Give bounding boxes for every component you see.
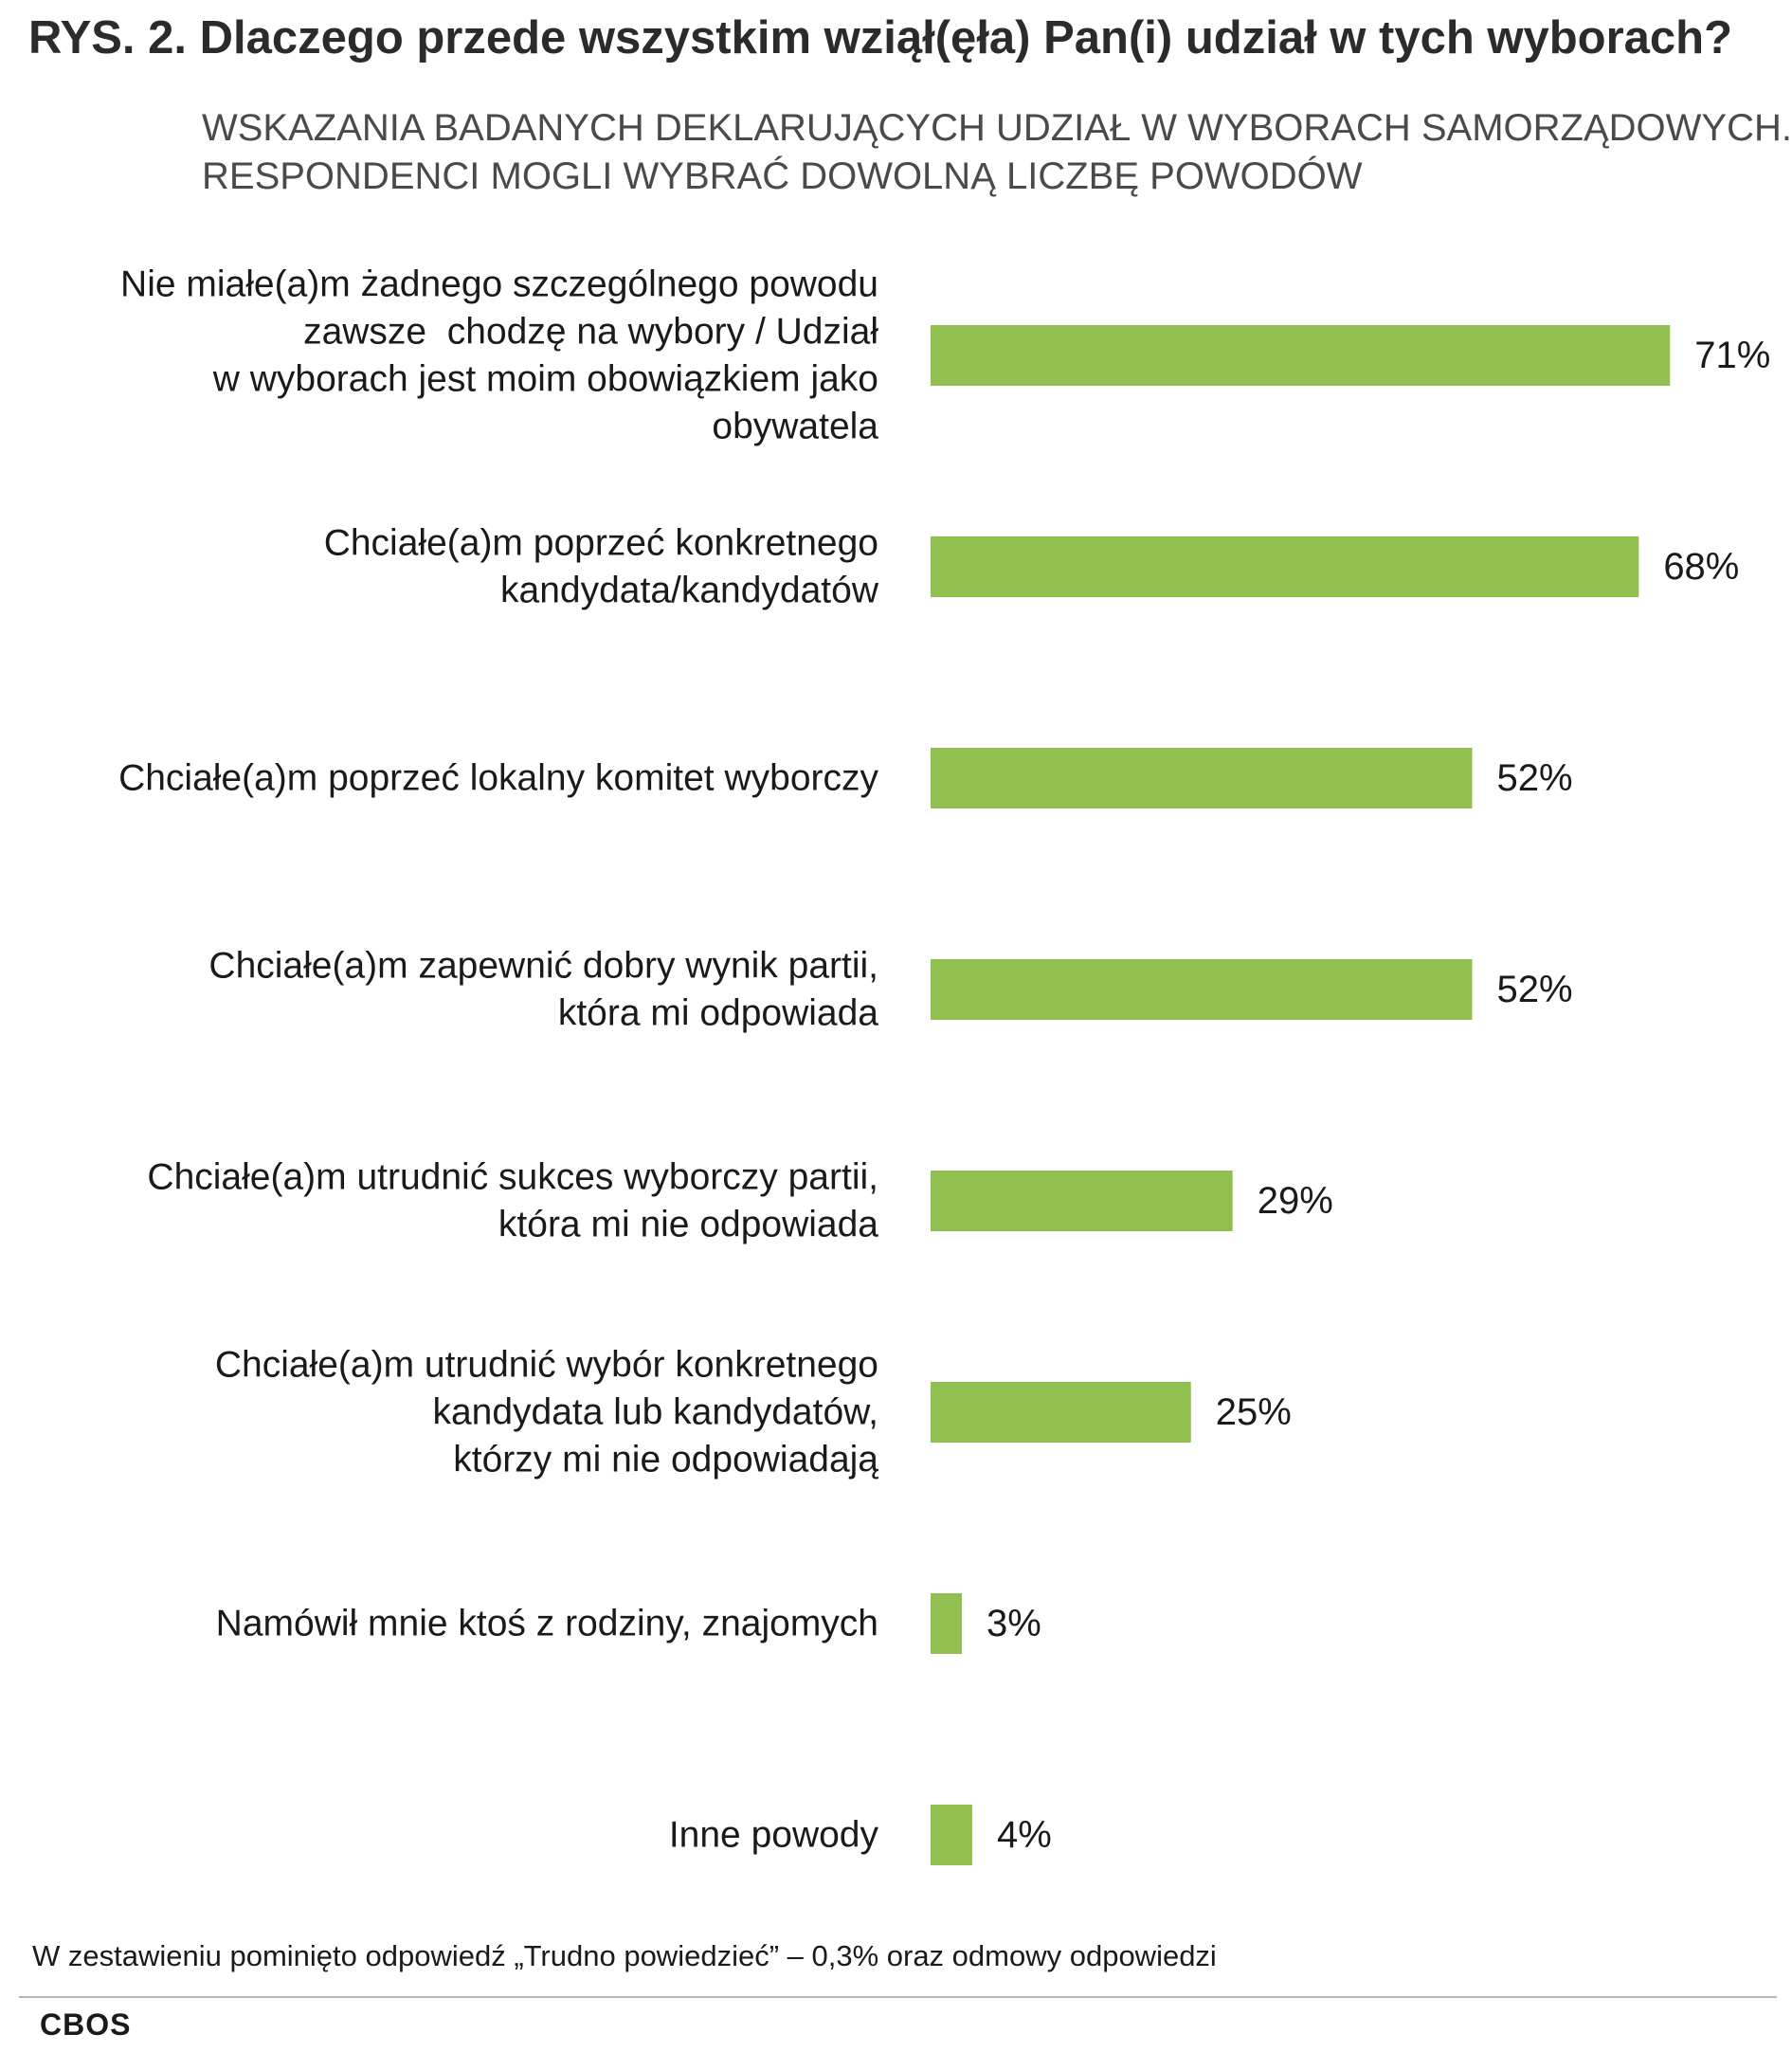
value-label-3: 52% xyxy=(1496,757,1572,799)
category-label-6-line-1: Chciałe(a)m utrudnić wybór konkretnego xyxy=(215,1345,878,1386)
category-label-1-line-1: Nie miałe(a)m żadnego szczególnego powod… xyxy=(120,264,878,305)
category-label-3-line-1: Chciałe(a)m poprzeć lokalny komitet wybo… xyxy=(118,758,878,799)
value-label-6: 25% xyxy=(1216,1391,1292,1433)
footer-divider xyxy=(19,1996,1777,1998)
category-label-1: Nie miałe(a)m żadnego szczególnego powod… xyxy=(120,264,878,447)
footnote: W zestawieniu pominięto odpowiedź „Trudn… xyxy=(32,1939,1217,1972)
category-label-4-line-1: Chciałe(a)m zapewnić dobry wynik partii, xyxy=(208,946,878,987)
bar-4 xyxy=(931,959,1473,1020)
category-label-5: Chciałe(a)m utrudnić sukces wyborczy par… xyxy=(147,1157,878,1245)
value-label-7: 3% xyxy=(987,1603,1041,1644)
subtitle-line-1: WSKAZANIA BADANYCH DEKLARUJĄCYCH UDZIAŁ … xyxy=(202,107,1792,149)
category-label-5-line-2: która mi nie odpowiada xyxy=(498,1205,878,1245)
category-label-6: Chciałe(a)m utrudnić wybór konkretnego ka… xyxy=(215,1345,878,1480)
category-label-8: Inne powody xyxy=(669,1815,879,1856)
value-labels-group: 71% 68% 52% 52% 29% 25% 3% 4% xyxy=(987,335,1770,1856)
category-label-5-line-1: Chciałe(a)m utrudnić sukces wyborczy par… xyxy=(147,1157,878,1198)
value-label-1: 71% xyxy=(1694,335,1770,376)
bar-3 xyxy=(931,748,1473,808)
category-labels-group: Nie miałe(a)m żadnego szczególnego powod… xyxy=(118,264,879,1856)
bar-6 xyxy=(931,1382,1191,1443)
category-label-6-line-2: kandydata lub kandydatów, xyxy=(432,1392,878,1433)
value-label-2: 68% xyxy=(1663,546,1739,588)
category-label-1-line-3: w wyborach jest moim obowiązkiem jako xyxy=(212,359,878,400)
chart-title: RYS. 2. Dlaczego przede wszystkim wziął(… xyxy=(28,12,1733,64)
value-label-5: 29% xyxy=(1258,1180,1333,1222)
subtitle-line-2: RESPONDENCI MOGLI WYBRAĆ DOWOLNĄ LICZBĘ … xyxy=(202,155,1363,197)
category-label-4-line-2: która mi odpowiada xyxy=(558,993,878,1034)
category-label-7-line-1: Namówił mnie ktoś z rodziny, znajomych xyxy=(216,1604,878,1644)
category-label-2: Chciałe(a)m poprzeć konkretnego kandydata… xyxy=(324,523,879,611)
category-label-2-line-1: Chciałe(a)m poprzeć konkretnego xyxy=(324,523,878,564)
category-label-6-line-3: którzy mi nie odpowiadają xyxy=(453,1440,878,1480)
bar-1 xyxy=(931,325,1671,386)
bar-5 xyxy=(931,1171,1233,1231)
category-label-8-line-1: Inne powody xyxy=(669,1815,879,1856)
category-label-3: Chciałe(a)m poprzeć lokalny komitet wybo… xyxy=(118,758,878,799)
category-label-2-line-2: kandydata/kandydatów xyxy=(500,571,879,611)
category-label-1-line-4: obywatela xyxy=(712,407,878,447)
value-label-8: 4% xyxy=(997,1814,1052,1856)
bars-group xyxy=(931,325,1671,1865)
source-label: CBOS xyxy=(40,2007,132,2042)
category-label-4: Chciałe(a)m zapewnić dobry wynik partii,… xyxy=(208,946,878,1034)
chart-subtitle: WSKAZANIA BADANYCH DEKLARUJĄCYCH UDZIAŁ … xyxy=(202,104,1792,201)
value-label-4: 52% xyxy=(1496,969,1572,1010)
category-label-1-line-2: zawsze chodzę na wybory / Udział xyxy=(303,312,878,353)
bar-8 xyxy=(931,1805,972,1865)
category-label-7: Namówił mnie ktoś z rodziny, znajomych xyxy=(216,1604,878,1644)
bar-chart: Nie miałe(a)m żadnego szczególnego powod… xyxy=(118,264,1770,1865)
bar-2 xyxy=(931,536,1639,597)
bar-7 xyxy=(931,1593,962,1654)
